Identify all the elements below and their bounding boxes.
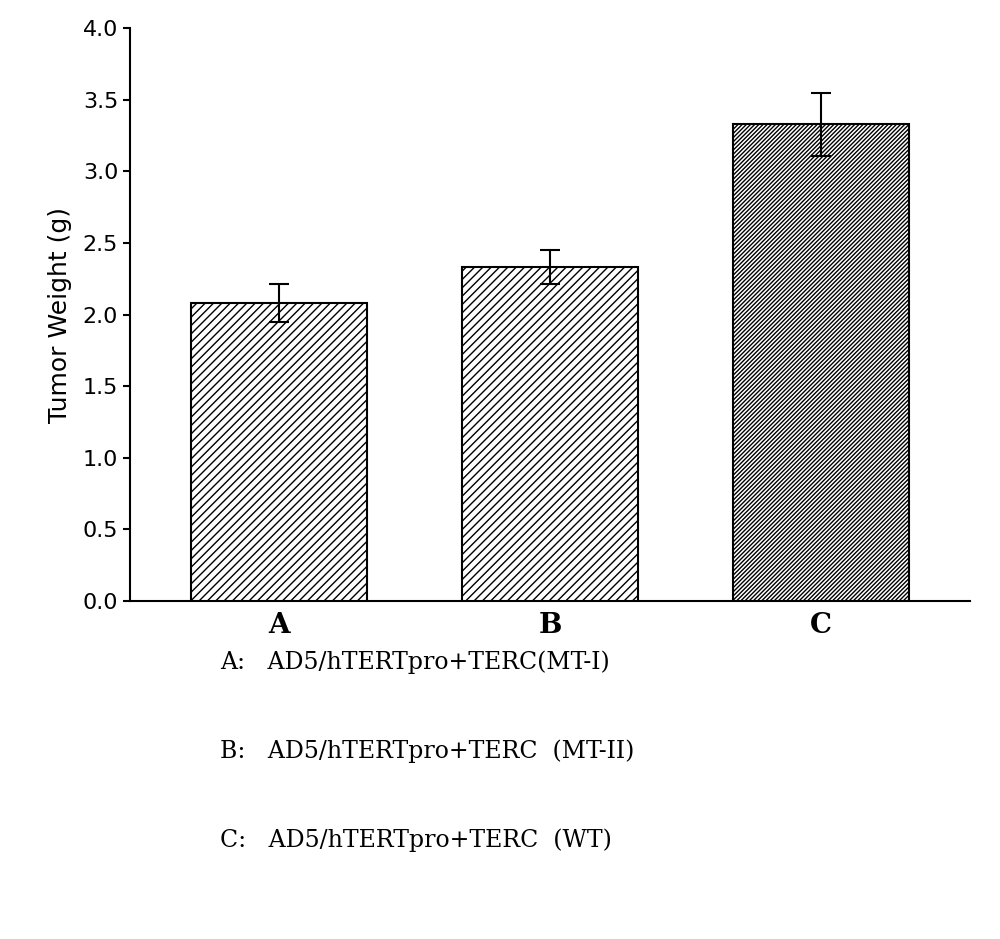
Text: B:   AD5/hTERTpro+TERC  (MT-II): B: AD5/hTERTpro+TERC (MT-II) [220, 739, 634, 763]
Text: C:   AD5/hTERTpro+TERC  (WT): C: AD5/hTERTpro+TERC (WT) [220, 828, 612, 853]
Text: A:   AD5/hTERTpro+TERC(MT-I): A: AD5/hTERTpro+TERC(MT-I) [220, 650, 610, 674]
Bar [733, 124, 909, 601]
Bar [462, 268, 638, 601]
Y-axis label: Tumor Weight (g): Tumor Weight (g) [48, 207, 72, 423]
Bar [191, 303, 367, 601]
